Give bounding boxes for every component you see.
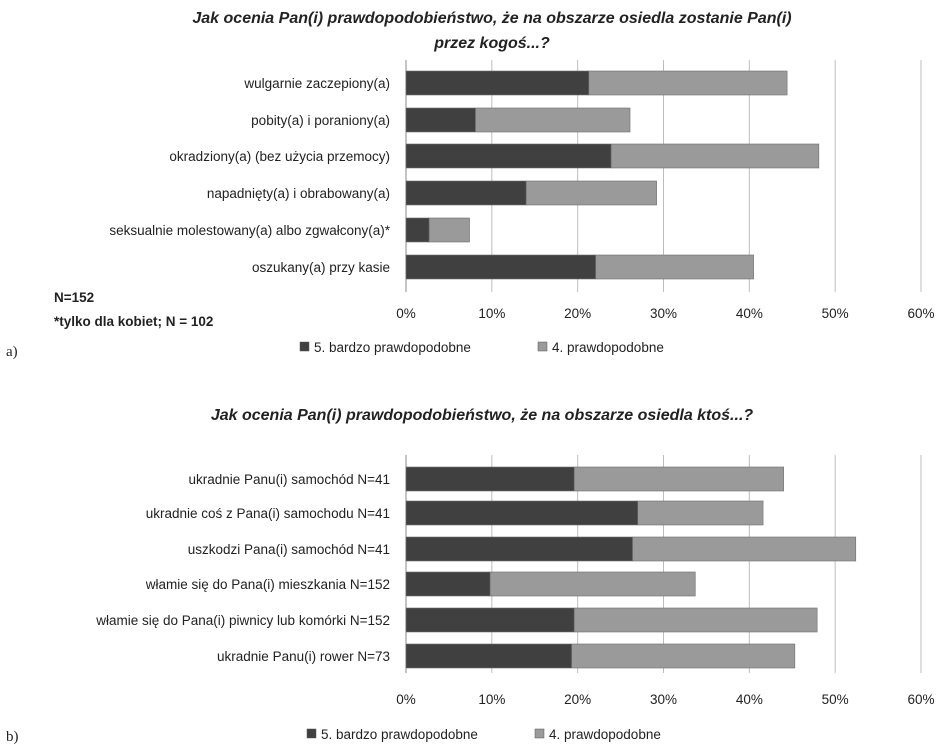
chart-a-category-label: pobity(a) i poraniony(a) <box>251 113 390 128</box>
chart-b-bar-likely <box>571 643 796 669</box>
chart-b-x-tick-label: 60% <box>907 692 934 707</box>
chart-a-bar-very-likely <box>405 107 476 133</box>
chart-b-x-tick-label: 10% <box>478 692 505 707</box>
chart-a-category-label: oszukany(a) przy kasie <box>252 260 390 275</box>
chart-a-x-tick-label: 10% <box>478 306 505 321</box>
chart-a-x-tick-label: 60% <box>907 306 934 321</box>
chart-b-x-tick-label: 0% <box>396 692 416 707</box>
chart-a-note: N=152 <box>54 290 94 305</box>
chart-a-bar-likely <box>610 143 820 169</box>
chart-a-category-label: napadnięty(a) i obrabowany(a) <box>207 186 390 201</box>
chart-a-panel-label: a) <box>6 344 18 360</box>
chart-b-legend-label: 4. prawdopodobne <box>549 727 661 742</box>
chart-a-title-line-2: przez kogoś...? <box>433 35 550 52</box>
chart-a-note: *tylko dla kobiet; N = 102 <box>54 314 213 329</box>
chart-b-category-label: ukradnie Panu(i) samochód N=41 <box>189 472 391 487</box>
chart-a-legend-label: 4. prawdopodobne <box>552 340 664 355</box>
chart-a-category-label: wulgarnie zaczepiony(a) <box>243 76 390 91</box>
chart-a-bar-likely <box>595 254 754 280</box>
chart-a-bar-very-likely <box>405 254 596 280</box>
chart-a-bar-likely <box>475 107 631 133</box>
chart-a-x-tick-label: 20% <box>564 306 591 321</box>
chart-a-bar-likely <box>525 180 657 206</box>
chart-b-x-tick-label: 50% <box>822 692 849 707</box>
chart-a-legend-swatch <box>537 341 548 352</box>
chart-b-panel-label: b) <box>6 729 19 745</box>
chart-b-bar-very-likely <box>405 466 575 492</box>
chart-b-bar-very-likely <box>405 571 491 597</box>
chart-a-legend-swatch <box>299 341 310 352</box>
chart-a-bar-very-likely <box>405 70 590 96</box>
chart-a-bar-very-likely <box>405 180 527 206</box>
chart-a-category-label: seksualnie molestowany(a) albo zgwałcony… <box>109 223 390 238</box>
chart-a-bar-likely <box>588 70 788 96</box>
chart-b-legend-label: 5. bardzo prawdopodobne <box>321 727 478 742</box>
chart-b-x-tick-label: 20% <box>564 692 591 707</box>
chart-a-bar-likely <box>428 217 470 243</box>
chart-b-category-label: włamie się do Pana(i) mieszkania N=152 <box>145 577 390 592</box>
chart-b-title-line-1: Jak ocenia Pan(i) prawdopodobieństwo, że… <box>211 407 754 424</box>
chart-b-bar-likely <box>632 536 857 562</box>
chart-a-x-tick-label: 40% <box>736 306 763 321</box>
chart-b-bar-very-likely <box>405 643 572 669</box>
chart-a-legend-label: 5. bardzo prawdopodobne <box>314 340 471 355</box>
chart-b-legend-swatch <box>534 728 545 739</box>
chart-b-category-label: ukradnie coś z Pana(i) samochodu N=41 <box>146 506 390 521</box>
chart-b-category-label: ukradnie Panu(i) rower N=73 <box>217 649 390 664</box>
chart-b-bar-very-likely <box>405 607 575 633</box>
chart-a-title-line-1: Jak ocenia Pan(i) prawdopodobieństwo, że… <box>192 10 791 27</box>
chart-b-bar-very-likely <box>405 536 633 562</box>
chart-a-x-tick-label: 30% <box>650 306 677 321</box>
chart-b-bar-likely <box>489 571 696 597</box>
chart-a-category-label: okradziony(a) (bez użycia przemocy) <box>169 149 390 164</box>
chart-a-x-tick-label: 0% <box>396 306 416 321</box>
chart-b-x-tick-label: 30% <box>650 692 677 707</box>
chart-b-bar-likely <box>573 607 818 633</box>
chart-b-legend-swatch <box>306 728 317 739</box>
chart-b-category-label: włamie się do Pana(i) piwnicy lub komórk… <box>95 613 390 628</box>
chart-a-bar-very-likely <box>405 217 430 243</box>
chart-b-bar-very-likely <box>405 500 639 526</box>
chart-b-bar-likely <box>573 466 784 492</box>
chart-a-x-tick-label: 50% <box>822 306 849 321</box>
chart-a-bar-very-likely <box>405 143 612 169</box>
chart-b-x-tick-label: 40% <box>736 692 763 707</box>
chart-b-bar-likely <box>637 500 764 526</box>
chart-b-category-label: uszkodzi Pana(i) samochód N=41 <box>188 542 390 557</box>
